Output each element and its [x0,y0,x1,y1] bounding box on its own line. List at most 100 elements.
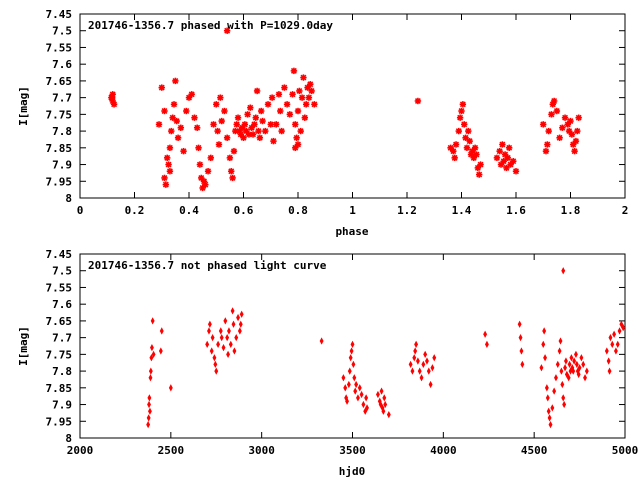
data-point [170,101,178,108]
data-point [510,158,517,165]
data-point [108,94,116,101]
chart-title: 201746-1356.7 not phased light curve [88,259,327,272]
data-point [159,327,164,335]
data-point [213,360,218,369]
data-point [350,340,355,348]
data-point [557,347,562,355]
data-point [561,394,566,402]
x-tick-label: 5000 [612,444,639,457]
data-point [166,144,174,152]
data-point [613,347,618,355]
data-point [504,154,512,162]
data-point [466,137,473,145]
data-point [168,384,173,392]
data-point [221,107,228,115]
data-point [198,174,205,182]
x-tick-label: 2500 [158,444,185,457]
data-point [581,360,586,369]
data-point [294,107,302,115]
data-point [575,114,582,121]
data-point [561,114,569,121]
data-point [158,347,163,355]
data-point [456,114,464,121]
data-point [252,114,259,121]
data-point [493,154,501,162]
data-point [191,114,198,121]
data-point [298,94,306,101]
data-point [542,147,550,155]
y-tick-label: 8 [65,192,72,205]
data-point [148,367,153,375]
data-point [216,340,221,348]
data-point [343,384,348,392]
data-point [217,94,224,101]
data-point [207,327,211,335]
data-point [559,124,566,131]
data-point [455,127,462,135]
x-tick-label: 1.2 [397,204,417,217]
data-point [572,137,580,145]
x-tick-label: 3500 [339,444,366,457]
data-point [361,400,366,409]
x-tick-label: 1.6 [506,204,526,217]
x-tick-label: 0.8 [288,204,308,217]
data-point [305,94,313,101]
data-point [463,144,471,152]
data-point [452,141,460,148]
data-point [202,181,209,188]
data-point [240,134,247,141]
data-point [218,117,225,125]
x-tick-label: 2 [622,204,629,217]
data-point [297,127,304,135]
data-point [247,104,254,111]
data-point [505,144,513,152]
y-tick-label: 7.75 [46,108,73,121]
data-point [213,101,220,108]
data-point [451,154,458,162]
data-point [584,367,589,375]
data-point [223,317,228,325]
data-point [612,330,617,338]
data-point [225,333,230,342]
data-point [174,134,182,141]
y-tick-label: 7.8 [52,125,72,138]
data-point [215,141,223,148]
data-point [430,364,435,372]
data-point [290,67,298,75]
data-point [542,327,547,335]
data-point [148,407,152,415]
data-point [577,364,582,372]
data-point [253,87,261,95]
data-point [359,390,364,399]
data-point [300,74,307,81]
data-point [292,121,299,128]
data-point [251,121,258,128]
data-point [574,350,578,359]
data-point [550,404,555,412]
data-point [293,134,300,141]
data-point [258,107,265,115]
data-point [576,370,581,379]
y-tick-label: 7.45 [46,8,73,21]
data-point [207,154,214,162]
data-point [499,141,506,148]
x-tick-label: 1.8 [561,204,581,217]
y-tick-label: 7.75 [46,348,73,361]
data-point [311,101,318,108]
y-tick-label: 7.6 [52,298,72,311]
x-tick-label: 0.2 [125,204,145,217]
y-tick-label: 7.65 [46,75,73,88]
y-tick-label: 7.9 [52,159,72,172]
y-tick-label: 7.55 [46,281,73,294]
data-point [413,347,418,355]
data-point [520,360,525,369]
data-point [544,141,551,148]
data-point [559,367,564,375]
data-point [351,360,356,369]
data-point [365,404,369,412]
data-point [461,121,468,128]
data-point [426,367,431,375]
data-point [193,124,201,131]
data-point [556,134,563,141]
y-tick-label: 7.95 [46,175,73,188]
